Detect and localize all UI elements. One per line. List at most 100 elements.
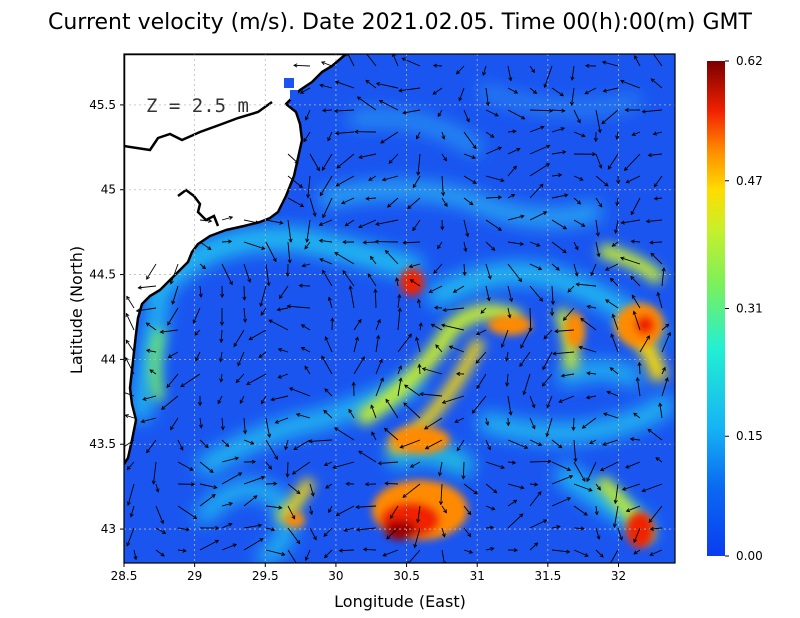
velocity-arrow (415, 337, 421, 353)
velocity-arrow (265, 549, 285, 556)
arrow-head (494, 112, 499, 117)
velocity-arrow (610, 278, 619, 287)
velocity-arrow (529, 109, 553, 112)
velocity-arrow (398, 87, 421, 92)
y-tick-label: 44.5 (89, 268, 116, 282)
velocity-arrow (463, 131, 477, 149)
arrow-head (486, 297, 491, 302)
velocity-arrow (622, 483, 641, 491)
arrow-head (358, 154, 363, 160)
velocity-arrow (279, 285, 289, 299)
velocity-arrow (475, 351, 487, 364)
colorbar: 0.00 0.15 0.31 0.47 0.62 (707, 54, 763, 563)
arrow-head (268, 465, 272, 470)
arrow-head (523, 444, 529, 449)
velocity-arrow (385, 250, 399, 265)
velocity-arrow (485, 219, 502, 231)
velocity-arrow (382, 549, 399, 557)
velocity-arrow (388, 153, 399, 164)
arrow-head (543, 519, 548, 524)
arrow-head (149, 369, 154, 374)
arrow-head (633, 412, 638, 417)
arrow-head (513, 548, 519, 553)
velocity-arrow (615, 219, 619, 234)
arrow-head (382, 552, 387, 557)
arrow-head (357, 318, 362, 324)
arrow-head (312, 212, 317, 217)
velocity-arrow (617, 527, 623, 540)
velocity-arrow (237, 351, 245, 366)
arrow-head (296, 540, 301, 545)
arrow-head (228, 522, 233, 527)
arrow-head (319, 192, 324, 197)
arrow-head (208, 218, 213, 223)
velocity-arrow (626, 505, 641, 512)
velocity-arrow (265, 219, 283, 224)
velocity-arrow (246, 373, 267, 385)
velocity-arrow (304, 241, 311, 250)
velocity-arrow (542, 351, 553, 370)
arrow-head (440, 226, 445, 231)
arrow-head (370, 404, 375, 409)
velocity-arrow (634, 55, 641, 67)
velocity-arrow (529, 126, 544, 133)
velocity-arrow (403, 402, 421, 419)
arrow-head (631, 132, 636, 137)
arrow-head (146, 275, 150, 280)
velocity-arrow (193, 307, 201, 324)
arrow-head (585, 63, 590, 68)
arrow-head (166, 383, 171, 389)
arrow-head (545, 432, 550, 438)
arrow-head (384, 249, 390, 255)
arrow-head (324, 388, 329, 393)
velocity-arrow (620, 80, 641, 89)
velocity-arrow (324, 388, 333, 397)
arrow-head (428, 289, 433, 293)
velocity-arrow (243, 439, 254, 445)
arrow-head (580, 526, 585, 531)
velocity-arrow (453, 285, 465, 293)
arrow-head (260, 400, 265, 405)
arrow-head (493, 489, 498, 494)
velocity-arrow (243, 307, 246, 323)
velocity-arrow (404, 384, 421, 397)
velocity-arrow (195, 351, 201, 361)
velocity-arrow (631, 294, 641, 309)
velocity-arrow (624, 153, 641, 171)
velocity-arrow (573, 219, 585, 227)
arrow-head (620, 256, 625, 261)
arrow-head (546, 144, 551, 149)
velocity-arrow (412, 175, 421, 188)
velocity-arrow (485, 175, 505, 182)
arrow-head (333, 108, 339, 113)
arrow-head (603, 412, 608, 417)
velocity-arrow (309, 505, 313, 515)
velocity-arrow (463, 219, 469, 237)
velocity-arrow (573, 527, 584, 530)
velocity-arrow (573, 175, 584, 181)
velocity-arrow (595, 197, 603, 208)
arrow-head (386, 203, 392, 208)
velocity-arrow (171, 285, 179, 305)
velocity-arrow (485, 263, 492, 279)
arrow-head (649, 47, 652, 50)
arrow-head (322, 269, 326, 275)
velocity-arrow (507, 109, 525, 120)
arrow-head (343, 527, 348, 532)
velocity-arrow (633, 311, 641, 331)
velocity-arrow (633, 412, 641, 419)
arrow-head (490, 546, 495, 551)
arrow-head (416, 135, 420, 140)
velocity-arrow (463, 241, 467, 252)
arrow-head (647, 428, 652, 433)
velocity-arrow (327, 131, 333, 141)
arrow-head (653, 183, 658, 188)
velocity-arrow (542, 373, 553, 387)
velocity-arrow (408, 549, 421, 563)
velocity-arrow (260, 307, 267, 316)
arrow-head (342, 270, 347, 275)
arrow-head (598, 164, 603, 169)
velocity-arrow (365, 79, 377, 89)
velocity-arrow (363, 548, 377, 551)
velocity-arrow (441, 153, 447, 162)
